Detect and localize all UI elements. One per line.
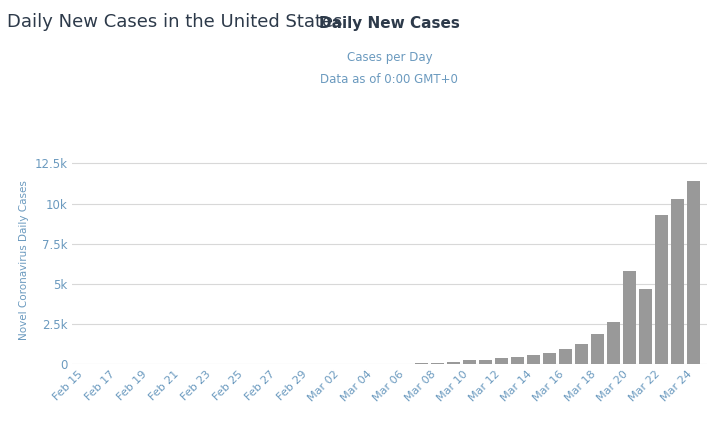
Bar bbox=[655, 215, 668, 364]
Text: Data as of 0:00 GMT+0: Data as of 0:00 GMT+0 bbox=[320, 73, 459, 86]
Bar bbox=[511, 357, 524, 364]
Text: Daily New Cases in the United States: Daily New Cases in the United States bbox=[7, 13, 342, 32]
Bar bbox=[607, 322, 620, 364]
Y-axis label: Novel Coronavirus Daily Cases: Novel Coronavirus Daily Cases bbox=[19, 180, 29, 340]
Bar bbox=[623, 271, 636, 364]
Bar bbox=[640, 289, 652, 364]
Bar bbox=[447, 362, 460, 364]
Bar bbox=[495, 358, 508, 364]
Bar bbox=[687, 181, 700, 364]
Bar bbox=[431, 363, 444, 364]
Bar bbox=[543, 353, 556, 364]
Bar bbox=[415, 363, 428, 364]
Bar bbox=[575, 344, 588, 364]
Bar bbox=[559, 349, 572, 364]
Bar bbox=[463, 361, 476, 364]
Bar bbox=[591, 333, 604, 364]
Text: Cases per Day: Cases per Day bbox=[347, 51, 432, 64]
Text: Daily New Cases: Daily New Cases bbox=[319, 16, 460, 31]
Bar bbox=[671, 199, 684, 364]
Bar bbox=[527, 355, 540, 364]
Bar bbox=[479, 360, 492, 364]
